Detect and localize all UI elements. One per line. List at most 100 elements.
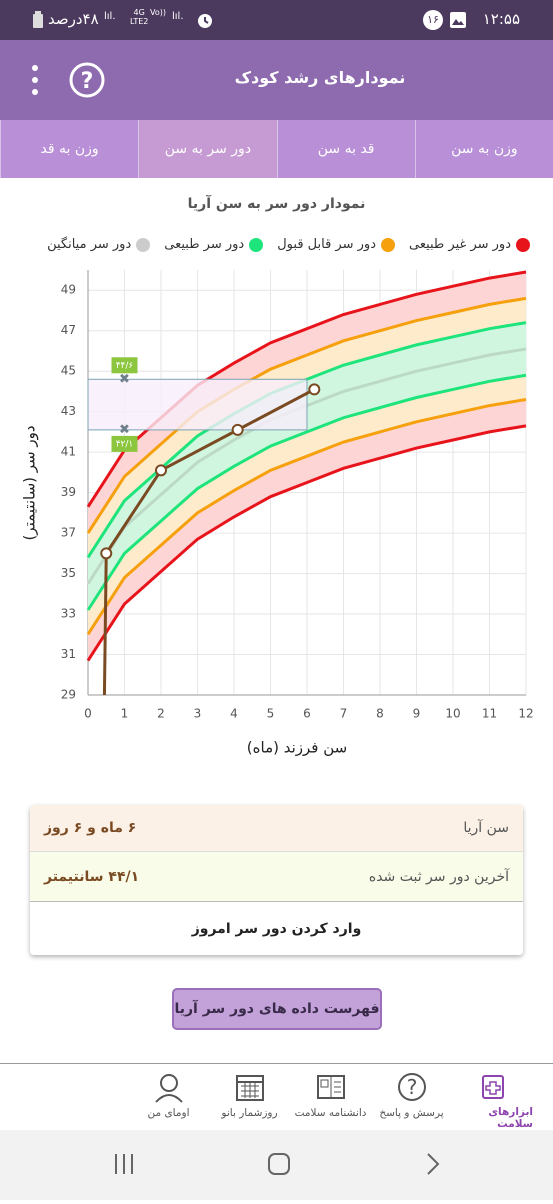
curve xyxy=(86,296,527,534)
svg-text:?: ? xyxy=(406,1075,417,1099)
legend-swatch xyxy=(249,237,264,252)
legend-label: دور سر طبیعی xyxy=(164,237,245,252)
y-tick-label: 31 xyxy=(61,647,76,661)
nav-item[interactable]: اومای من xyxy=(128,1064,209,1130)
tab[interactable]: وزن به سن xyxy=(414,120,553,178)
y-tick-label: 47 xyxy=(61,323,76,337)
band-area xyxy=(88,322,526,610)
y-tick-label: 49 xyxy=(61,283,76,297)
legend-item: دور سر قابل قبول xyxy=(277,237,395,252)
system-nav xyxy=(0,1130,553,1200)
range-box xyxy=(87,378,308,431)
range-label-bg xyxy=(111,435,138,452)
nav-item[interactable]: ? پرسش و پاسخ xyxy=(371,1064,452,1130)
legend-swatch xyxy=(380,237,395,252)
legend: دور سر غیر طبیعی دور سر قابل قبول دور سر ط… xyxy=(10,237,530,252)
info-value: ۴۴/۱ سانتیمتر xyxy=(44,868,140,885)
y-tick-label: 29 xyxy=(61,688,76,702)
x-tick-label: 9 xyxy=(413,707,421,721)
info-label: آخرین دور سر ثبت شده xyxy=(368,868,509,885)
y-axis-title: دور سر (سانتیمتر) xyxy=(21,425,39,540)
curve xyxy=(86,424,527,662)
app-actions[interactable]: ? xyxy=(20,60,110,100)
nav-icon xyxy=(316,1075,345,1099)
legend-swatch xyxy=(136,237,151,252)
signal-icon: lıl. xyxy=(104,11,116,22)
y-tick-label: 33 xyxy=(61,607,76,621)
app-bar: نمودارهای رشد کودک ? xyxy=(0,40,553,120)
nav-item[interactable]: ابزارهای سلامت xyxy=(452,1064,533,1130)
x-axis-title: سن فرزند (ماه) xyxy=(247,739,347,757)
info-row: سن آریا ۶ ماه و ۶ روز xyxy=(30,805,523,852)
curve xyxy=(86,373,527,611)
notification-badge: ۱۶ xyxy=(423,10,443,30)
clock: ۱۲:۵۵ xyxy=(482,10,520,28)
x-tick-label: 11 xyxy=(482,707,497,721)
range-label: ۴۲/۱ xyxy=(116,439,134,449)
alarm-icon xyxy=(198,14,212,28)
range-marker: ✖ xyxy=(119,372,130,387)
chart-title: نمودار دور سر به سن آریا xyxy=(187,196,366,212)
x-tick-label: 5 xyxy=(267,707,275,721)
info-label: سن آریا xyxy=(463,820,509,836)
curve xyxy=(86,398,527,636)
x-tick-label: 6 xyxy=(303,707,311,721)
tab[interactable]: دور سر به سن xyxy=(138,120,277,178)
legend-label: دور سر غیر طبیعی xyxy=(408,237,511,252)
legend-label: دور سر میانگین xyxy=(47,237,132,252)
status-bar: ۱۲:۵۵ ۱۶ ۴۸درصد lıl. 4G LTE2 Vo)) lıl. xyxy=(0,0,553,40)
network: 4G LTE2 xyxy=(130,8,148,26)
child-point xyxy=(231,423,244,436)
x-tick-label: 3 xyxy=(194,707,202,721)
x-tick-label: 8 xyxy=(376,707,384,721)
nav-label: دانشنامه سلامت xyxy=(294,1107,367,1119)
list-button[interactable]: فهرست داده های دور سر آریا xyxy=(172,988,382,1030)
range-label-bg xyxy=(111,357,138,374)
system-nav-icons[interactable] xyxy=(0,1130,553,1200)
nav-item[interactable]: روزشمار بانو xyxy=(209,1064,290,1130)
bottom-nav: ابزارهای سلامت ? پرسش و پاسخ دانشنامه سلامت… xyxy=(0,1063,553,1130)
x-tick-label: 2 xyxy=(157,707,165,721)
action-button[interactable]: وارد کردن دور سر امروز xyxy=(30,902,523,955)
legend-item: دور سر طبیعی xyxy=(164,237,264,252)
tab[interactable]: قد به سن xyxy=(276,120,415,178)
y-tick-label: 37 xyxy=(61,526,76,540)
range-label: ۴۴/۶ xyxy=(116,361,134,371)
x-tick-label: 12 xyxy=(518,707,533,721)
info-card: سن آریا ۶ ماه و ۶ روز آخرین دور سر ثبت ش… xyxy=(30,805,523,955)
x-tick-label: 1 xyxy=(121,707,129,721)
volte: Vo)) xyxy=(150,8,166,17)
y-tick-label: 41 xyxy=(61,445,76,459)
y-tick-label: 45 xyxy=(61,364,76,378)
battery-icon xyxy=(33,11,43,28)
child-point xyxy=(100,547,113,560)
nav-icon: ? xyxy=(397,1073,426,1101)
child-point xyxy=(308,383,321,396)
signal-icon-2: lıl. xyxy=(172,11,184,22)
nav-item[interactable]: دانشنامه سلامت xyxy=(290,1064,371,1130)
nav-label: اومای من xyxy=(147,1107,190,1119)
y-tick-label: 35 xyxy=(61,566,76,580)
nav-icon xyxy=(235,1075,264,1101)
battery-text: ۴۸درصد xyxy=(48,10,99,28)
nav-label: ابزارهای سلامت xyxy=(488,1106,533,1130)
nav-icon xyxy=(481,1075,504,1099)
x-tick-label: 7 xyxy=(340,707,348,721)
y-tick-label: 39 xyxy=(61,485,76,499)
x-tick-label: 4 xyxy=(230,707,238,721)
svg-text:?: ? xyxy=(81,69,94,94)
y-tick-label: 43 xyxy=(61,404,76,418)
legend-item: دور سر میانگین xyxy=(47,237,151,252)
nav-icon xyxy=(154,1074,183,1103)
child-point xyxy=(155,464,167,477)
nav-label: روزشمار بانو xyxy=(221,1107,278,1119)
tab[interactable]: وزن به قد xyxy=(0,120,138,178)
info-row: آخرین دور سر ثبت شده ۴۴/۱ سانتیمتر xyxy=(30,852,523,902)
gallery-icon xyxy=(450,12,466,28)
legend-label: دور سر قابل قبول xyxy=(277,237,376,252)
app-title: نمودارهای رشد کودک xyxy=(234,68,406,87)
x-tick-label: 10 xyxy=(445,707,460,721)
x-tick-label: 0 xyxy=(84,707,92,721)
